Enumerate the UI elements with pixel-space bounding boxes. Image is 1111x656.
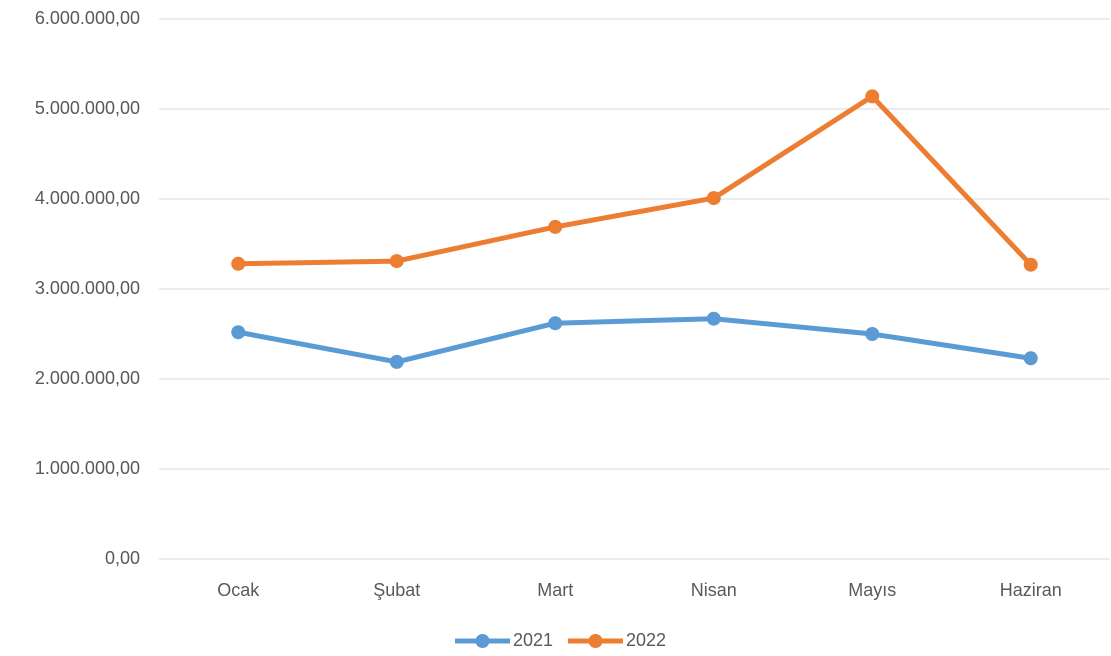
marker [231,256,246,271]
marker [706,311,721,326]
y-tick-label: 4.000.000,00 [35,188,140,208]
legend-marker [475,634,490,648]
y-tick-label: 0,00 [105,548,140,568]
x-tick-label: Mart [537,580,573,600]
marker [706,191,721,206]
y-tick-label: 5.000.000,00 [35,98,140,118]
x-tick-label: Şubat [373,580,420,600]
series-line [235,316,1034,365]
marker [389,254,404,269]
marker [1023,257,1038,272]
y-tick-label: 3.000.000,00 [35,278,140,298]
x-tick-label: Mayıs [848,580,896,600]
marker [231,325,246,340]
legend-label: 2022 [626,630,666,650]
marker [389,354,404,369]
x-tick-label: Nisan [691,580,737,600]
y-tick-label: 1.000.000,00 [35,458,140,478]
legend-label: 2021 [513,630,553,650]
marker [548,316,563,331]
y-tick-label: 6.000.000,00 [35,8,140,28]
marker [865,327,880,341]
marker [1023,351,1038,366]
marker [548,219,563,234]
legend-marker [588,634,603,648]
x-tick-label: Haziran [1000,580,1062,600]
y-tick-label: 2.000.000,00 [35,368,140,388]
series-line [235,93,1034,268]
x-tick-label: Ocak [217,580,260,600]
marker [865,89,880,104]
